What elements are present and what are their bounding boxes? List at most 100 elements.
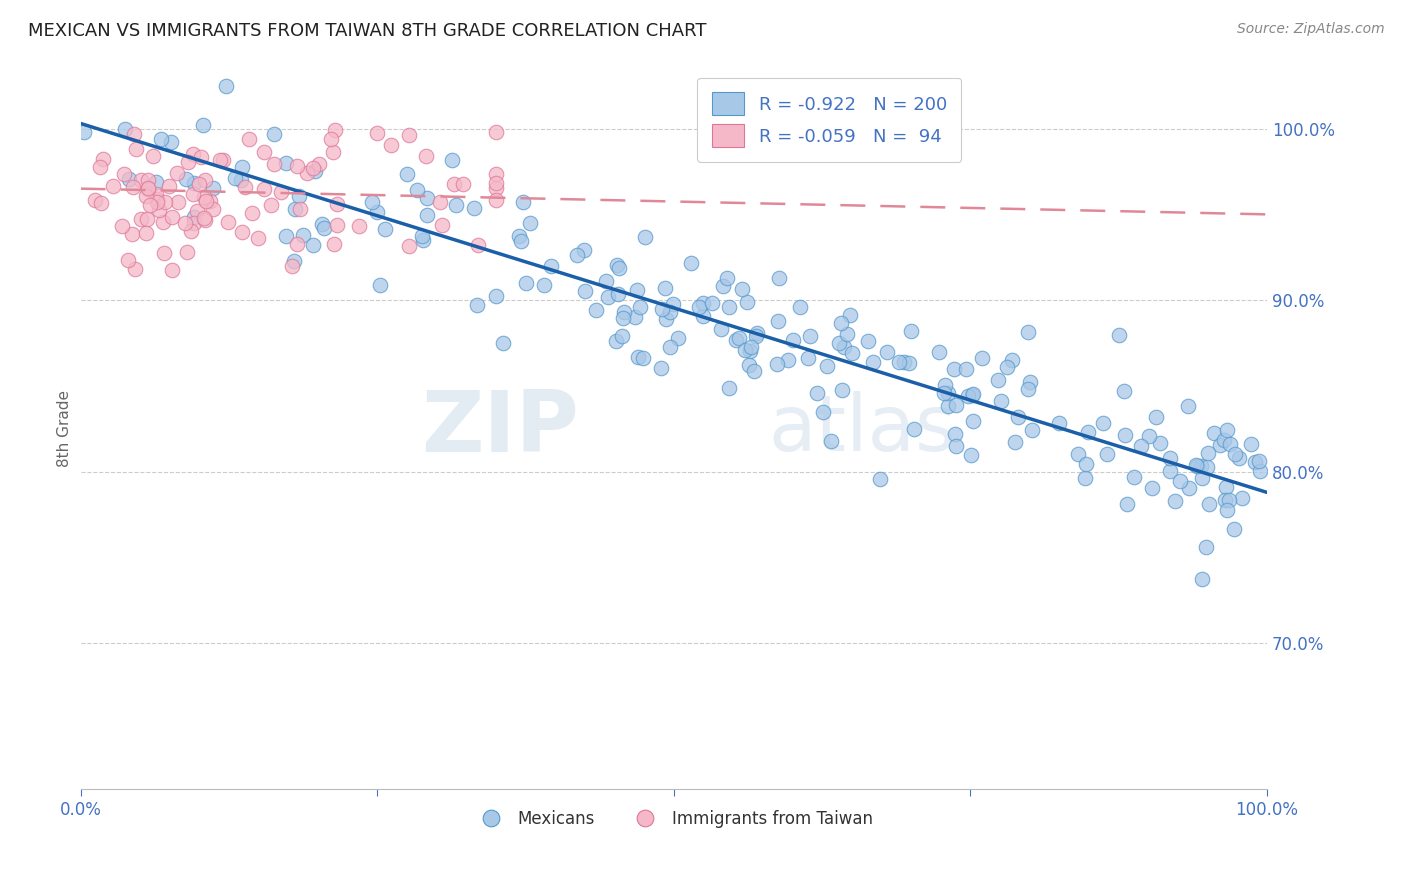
- Point: [1077, 425, 1099, 439]
- Point: [519, 216, 541, 230]
- Point: [574, 284, 596, 298]
- Point: [1219, 436, 1241, 450]
- Point: [136, 173, 159, 187]
- Point: [1140, 481, 1163, 495]
- Point: [270, 186, 292, 200]
- Point: [817, 359, 839, 373]
- Point: [856, 334, 879, 348]
- Point: [101, 178, 124, 193]
- Point: [1067, 447, 1090, 461]
- Point: [177, 155, 200, 169]
- Text: Source: ZipAtlas.com: Source: ZipAtlas.com: [1237, 22, 1385, 37]
- Point: [1137, 428, 1160, 442]
- Point: [745, 329, 768, 343]
- Point: [89, 160, 111, 174]
- Point: [231, 173, 253, 187]
- Point: [893, 355, 915, 369]
- Point: [153, 246, 176, 260]
- Point: [443, 177, 465, 191]
- Point: [157, 179, 180, 194]
- Point: [711, 279, 734, 293]
- Point: [607, 260, 630, 275]
- Point: [485, 167, 508, 181]
- Point: [613, 305, 636, 319]
- Point: [1209, 438, 1232, 452]
- Point: [987, 373, 1010, 387]
- Point: [540, 259, 562, 273]
- Point: [326, 218, 349, 232]
- Point: [415, 149, 437, 163]
- Point: [1191, 572, 1213, 586]
- Point: [235, 180, 257, 194]
- Point: [485, 193, 508, 207]
- Point: [1244, 455, 1267, 469]
- Point: [1189, 458, 1212, 473]
- Point: [152, 214, 174, 228]
- Point: [1017, 382, 1039, 396]
- Point: [903, 422, 925, 436]
- Point: [246, 231, 269, 245]
- Point: [396, 167, 419, 181]
- Point: [626, 283, 648, 297]
- Point: [1019, 376, 1042, 390]
- Point: [710, 322, 733, 336]
- Point: [512, 194, 534, 209]
- Point: [201, 181, 224, 195]
- Point: [319, 132, 342, 146]
- Point: [326, 196, 349, 211]
- Point: [186, 204, 208, 219]
- Point: [778, 352, 800, 367]
- Point: [145, 175, 167, 189]
- Point: [118, 172, 141, 186]
- Point: [1249, 464, 1271, 478]
- Point: [1091, 417, 1114, 431]
- Point: [284, 202, 307, 216]
- Point: [285, 159, 308, 173]
- Point: [654, 281, 676, 295]
- Point: [162, 210, 184, 224]
- Point: [612, 311, 634, 326]
- Point: [231, 160, 253, 174]
- Point: [782, 333, 804, 347]
- Point: [416, 208, 439, 222]
- Point: [149, 132, 172, 146]
- Point: [193, 190, 215, 204]
- Point: [820, 434, 842, 448]
- Point: [181, 147, 204, 161]
- Point: [285, 237, 308, 252]
- Point: [627, 351, 650, 365]
- Point: [1159, 464, 1181, 478]
- Point: [650, 361, 672, 376]
- Point: [738, 344, 761, 359]
- Point: [1073, 471, 1095, 485]
- Point: [862, 355, 884, 369]
- Point: [463, 201, 485, 215]
- Point: [659, 340, 682, 354]
- Point: [1185, 459, 1208, 474]
- Point: [291, 227, 314, 242]
- Point: [117, 253, 139, 268]
- Point: [195, 194, 218, 208]
- Point: [135, 188, 157, 202]
- Point: [837, 326, 859, 341]
- Point: [1215, 492, 1237, 507]
- Point: [276, 156, 298, 170]
- Point: [605, 334, 627, 348]
- Point: [831, 384, 853, 398]
- Point: [1108, 327, 1130, 342]
- Point: [224, 171, 246, 186]
- Point: [145, 186, 167, 201]
- Point: [281, 259, 304, 273]
- Point: [73, 125, 96, 139]
- Point: [208, 153, 231, 167]
- Point: [121, 227, 143, 242]
- Point: [1185, 458, 1208, 472]
- Point: [1223, 522, 1246, 536]
- Point: [263, 127, 285, 141]
- Point: [654, 312, 676, 326]
- Point: [1212, 433, 1234, 447]
- Point: [114, 121, 136, 136]
- Point: [465, 298, 488, 312]
- Point: [1123, 470, 1146, 484]
- Point: [1247, 454, 1270, 468]
